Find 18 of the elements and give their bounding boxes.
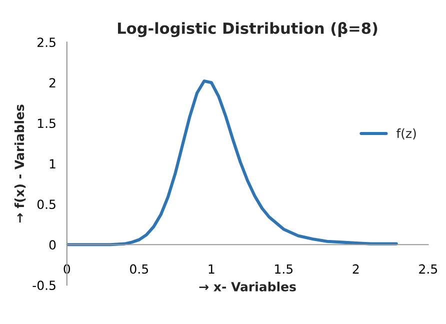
y-tick-label: 1	[50, 159, 56, 168]
y-tick-label: 1.5	[38, 118, 56, 128]
y-tick-label: 2.5	[38, 38, 56, 48]
y-tick-label: 0	[49, 240, 56, 250]
x-tick-label: 0.5	[130, 264, 148, 274]
x-tick-label: 2.5	[419, 264, 438, 274]
y-axis-title: → f(x) - Variables	[14, 104, 26, 222]
y-tick-label: -0.5	[32, 280, 56, 290]
x-tick-label: 1.5	[275, 264, 293, 274]
line-series	[66, 79, 398, 246]
x-tick-label: 2	[352, 264, 359, 274]
chart-title: Log-logistic Distribution (β=8)	[118, 22, 378, 38]
y-tick-label: 2	[49, 78, 56, 88]
legend-label: f(z)	[396, 128, 416, 140]
x-axis-title: → x- Variables	[199, 282, 296, 292]
y-tick-label: 0.5	[37, 200, 56, 210]
x-tick-label: 1	[208, 264, 214, 274]
x-tick-label: 0	[64, 264, 70, 274]
